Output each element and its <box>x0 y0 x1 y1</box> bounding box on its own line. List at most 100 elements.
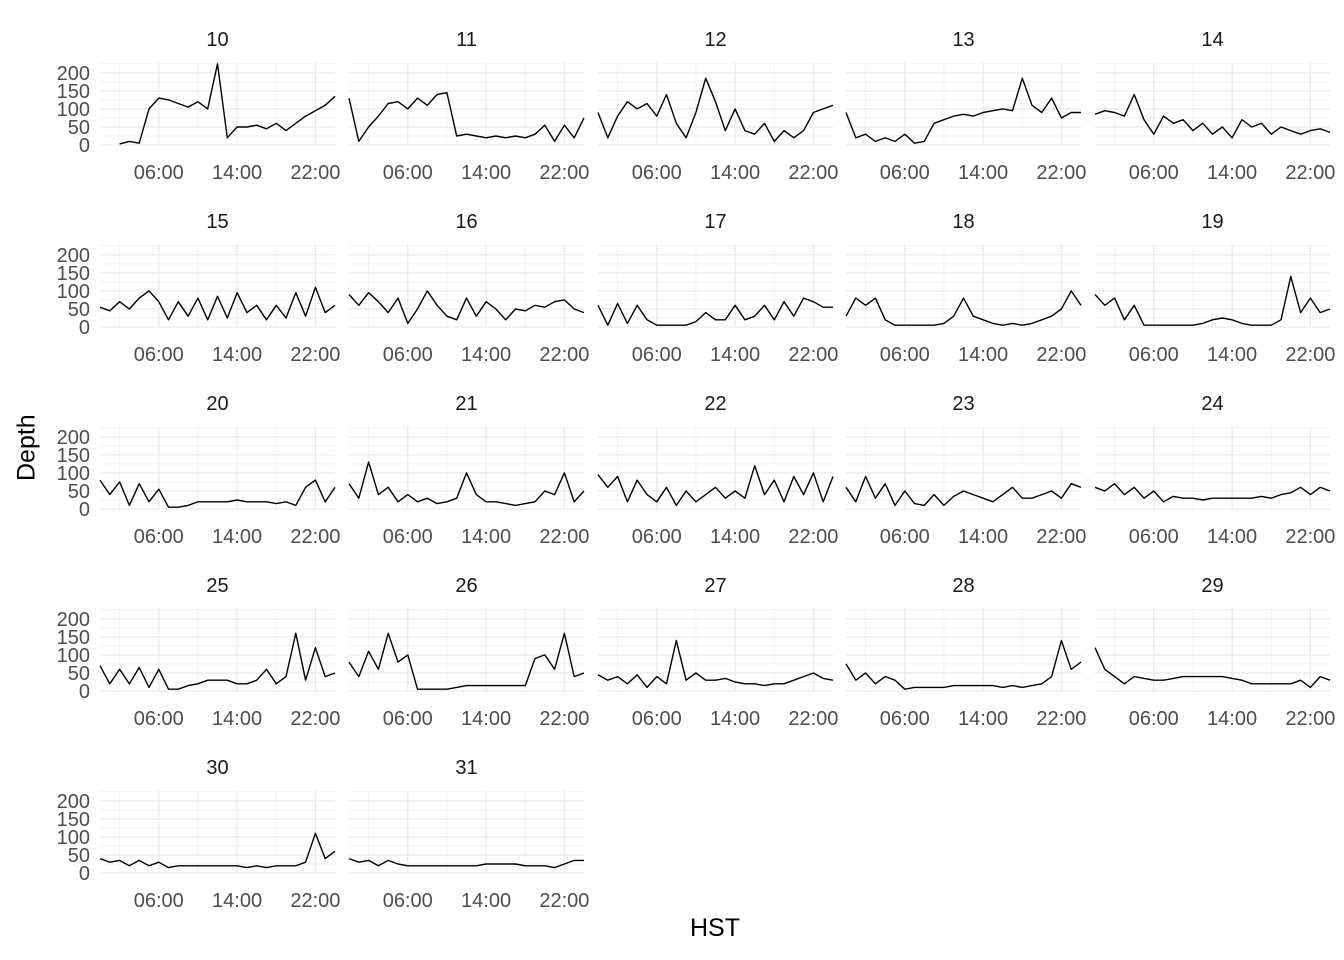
facet-strip-label: 20 <box>206 393 228 415</box>
x-tick-label: 14:00 <box>461 708 511 730</box>
y-tick-label: 50 <box>68 299 90 321</box>
x-tick-label: 06:00 <box>134 344 184 366</box>
x-tick-label: 14:00 <box>461 890 511 912</box>
y-tick-label: 50 <box>68 481 90 503</box>
x-tick-label: 14:00 <box>212 526 262 548</box>
x-tick-label: 22:00 <box>290 708 340 730</box>
y-tick-label: 0 <box>79 135 90 157</box>
x-axis-title: HST <box>690 914 740 942</box>
x-tick-label: 14:00 <box>461 162 511 184</box>
y-tick-label: 0 <box>79 863 90 885</box>
x-tick-label: 14:00 <box>1207 708 1257 730</box>
y-tick-label: 100 <box>57 463 90 485</box>
x-tick-label: 06:00 <box>383 890 433 912</box>
facet-panel-11: 11 06:00 14:00 22:00 <box>348 29 589 184</box>
x-tick-label: 06:00 <box>383 708 433 730</box>
x-tick-label: 06:00 <box>134 162 184 184</box>
facet-panel-21: 21 06:00 14:00 22:00 <box>348 393 589 548</box>
x-tick-label: 14:00 <box>958 526 1008 548</box>
x-tick-label: 22:00 <box>539 344 589 366</box>
facet-strip-label: 14 <box>1201 29 1223 51</box>
x-tick-label: 14:00 <box>710 526 760 548</box>
x-tick-label: 22:00 <box>1285 708 1335 730</box>
x-tick-label: 14:00 <box>212 344 262 366</box>
depth-series-line <box>1094 93 1331 139</box>
x-tick-label: 22:00 <box>1036 344 1086 366</box>
x-tick-label: 06:00 <box>1129 162 1179 184</box>
facet-strip-label: 22 <box>704 393 726 415</box>
facet-strip-label: 21 <box>455 393 477 415</box>
x-tick-label: 06:00 <box>383 162 433 184</box>
x-tick-label: 06:00 <box>632 708 682 730</box>
y-axis-title: Depth <box>12 414 41 481</box>
facet-strip-label: 16 <box>455 211 477 233</box>
depth-series-line <box>597 639 834 689</box>
y-tick-label: 100 <box>57 99 90 121</box>
y-tick-label: 200 <box>57 63 90 85</box>
x-tick-label: 14:00 <box>710 162 760 184</box>
facet-strip-label: 24 <box>1201 393 1223 415</box>
y-tick-label: 0 <box>79 317 90 339</box>
y-tick-label: 50 <box>68 663 90 685</box>
y-tick-label: 200 <box>57 427 90 449</box>
facet-strip-label: 10 <box>206 29 228 51</box>
x-tick-label: 06:00 <box>134 890 184 912</box>
facet-panel-31: 31 06:00 14:00 22:00 <box>348 757 589 912</box>
y-tick-label: 100 <box>57 827 90 849</box>
facet-strip-label: 15 <box>206 211 228 233</box>
depth-series-line <box>348 461 585 507</box>
x-tick-label: 22:00 <box>1285 526 1335 548</box>
facet-strip-label: 31 <box>455 757 477 779</box>
facet-panel-27: 27 06:00 14:00 22:00 <box>597 575 838 730</box>
x-tick-label: 14:00 <box>958 162 1008 184</box>
y-tick-label: 150 <box>57 809 90 831</box>
facet-panel-13: 13 06:00 14:00 22:00 <box>845 29 1086 184</box>
x-tick-label: 22:00 <box>539 890 589 912</box>
facet-strip-label: 25 <box>206 575 228 597</box>
x-tick-label: 06:00 <box>383 526 433 548</box>
x-tick-label: 06:00 <box>1129 708 1179 730</box>
depth-series-line <box>845 475 1082 507</box>
facet-panel-24: 24 06:00 14:00 22:00 <box>1094 393 1335 548</box>
depth-series-line <box>99 479 336 508</box>
depth-series-line <box>99 832 336 869</box>
depth-series-line <box>1094 483 1331 503</box>
facet-panel-16: 16 06:00 14:00 22:00 <box>348 211 589 366</box>
x-tick-label: 22:00 <box>290 526 340 548</box>
x-tick-label: 06:00 <box>134 708 184 730</box>
depth-series-line <box>348 92 585 143</box>
x-tick-label: 22:00 <box>539 708 589 730</box>
x-tick-label: 06:00 <box>134 526 184 548</box>
depth-series-line <box>597 77 834 143</box>
x-tick-label: 22:00 <box>788 162 838 184</box>
facet-strip-label: 12 <box>704 29 726 51</box>
depth-series-line <box>348 857 584 869</box>
x-tick-label: 14:00 <box>1207 162 1257 184</box>
y-tick-label: 150 <box>57 445 90 467</box>
y-tick-label: 50 <box>68 117 90 139</box>
x-tick-label: 22:00 <box>1036 708 1086 730</box>
x-tick-label: 22:00 <box>290 162 340 184</box>
x-tick-label: 14:00 <box>710 344 760 366</box>
x-tick-label: 14:00 <box>710 708 760 730</box>
x-tick-label: 06:00 <box>880 344 930 366</box>
x-tick-label: 14:00 <box>212 162 262 184</box>
y-tick-label: 100 <box>57 281 90 303</box>
facet-panel-18: 18 06:00 14:00 22:00 <box>845 211 1086 366</box>
x-tick-label: 22:00 <box>539 526 589 548</box>
depth-series-line <box>1094 275 1331 326</box>
depth-series-line <box>99 286 336 321</box>
facet-strip-label: 18 <box>952 211 974 233</box>
depth-series-line <box>119 63 336 145</box>
y-tick-label: 50 <box>68 845 90 867</box>
x-tick-label: 06:00 <box>880 526 930 548</box>
facet-panel-26: 26 06:00 14:00 22:00 <box>348 575 589 730</box>
x-tick-label: 14:00 <box>461 526 511 548</box>
facet-strip-label: 19 <box>1201 211 1223 233</box>
y-tick-label: 150 <box>57 81 90 103</box>
y-tick-label: 150 <box>57 627 90 649</box>
